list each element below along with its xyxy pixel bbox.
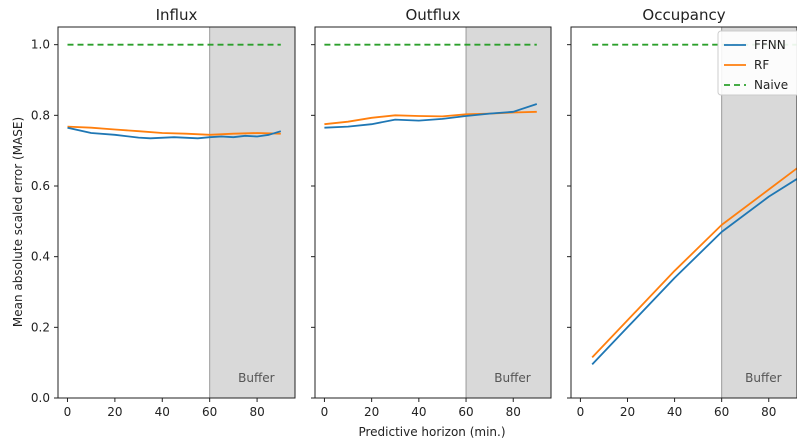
- buffer-label: Buffer: [238, 371, 274, 385]
- x-tick-label: 40: [411, 405, 426, 419]
- plot-frame: [57, 26, 296, 399]
- buffer-label: Buffer: [494, 371, 530, 385]
- x-tick-label: 60: [714, 405, 729, 419]
- y-axis-label: Mean absolute scaled error (MASE): [11, 117, 25, 327]
- legend: FFNN RF Naive: [717, 30, 797, 96]
- panel-influx: Buffer Influx 0 20 40 60 80 0.0 0.2 0.4 0.6 0.8 1.0: [31, 6, 296, 419]
- panel-title: Occupancy: [642, 6, 725, 24]
- x-tick-label: 60: [458, 405, 473, 419]
- series-line-rf: [591, 167, 797, 359]
- panel-title: Influx: [156, 6, 198, 24]
- y-tick-label: 0.8: [31, 108, 50, 122]
- series-line-ffnn: [591, 178, 797, 366]
- buffer-region: [465, 26, 552, 399]
- series-line-ffnn: [324, 103, 538, 129]
- x-tick-label: 40: [155, 405, 170, 419]
- series-group: [324, 43, 538, 129]
- x-tick-label: 0: [321, 405, 329, 419]
- series-group: [67, 43, 282, 140]
- plot-frame: [570, 26, 797, 399]
- legend-label-naive: Naive: [754, 78, 788, 92]
- x-tick-label: 20: [107, 405, 122, 419]
- x-tick-label: 20: [620, 405, 635, 419]
- legend-box: [717, 30, 797, 96]
- buffer-region: [209, 26, 296, 399]
- legend-label-ffnn: FFNN: [754, 38, 786, 52]
- x-tick-label: 80: [761, 405, 776, 419]
- x-tick-label: 20: [364, 405, 379, 419]
- series-line-ffnn: [67, 126, 282, 140]
- x-tick-label: 60: [202, 405, 217, 419]
- y-tick-label: 1.0: [31, 38, 50, 52]
- y-tick-label: 0.0: [31, 391, 50, 405]
- x-axis-label: Predictive horizon (min.): [358, 425, 505, 439]
- legend-label-rf: RF: [754, 58, 769, 72]
- y-tick-label: 0.4: [31, 250, 50, 264]
- y-tick-label: 0.2: [31, 320, 50, 334]
- x-tick-label: 80: [506, 405, 521, 419]
- x-tick-label: 80: [249, 405, 264, 419]
- buffer-label: Buffer: [745, 371, 781, 385]
- series-line-rf: [67, 125, 281, 136]
- x-tick-label: 0: [577, 405, 585, 419]
- plot-frame: [314, 26, 552, 399]
- x-tick-label: 0: [64, 405, 72, 419]
- x-tick-label: 40: [667, 405, 682, 419]
- panel-outflux: Buffer Outflux 0 20 40 60 80: [311, 6, 552, 419]
- y-tick-label: 0.6: [31, 179, 50, 193]
- panel-title: Outflux: [405, 6, 460, 24]
